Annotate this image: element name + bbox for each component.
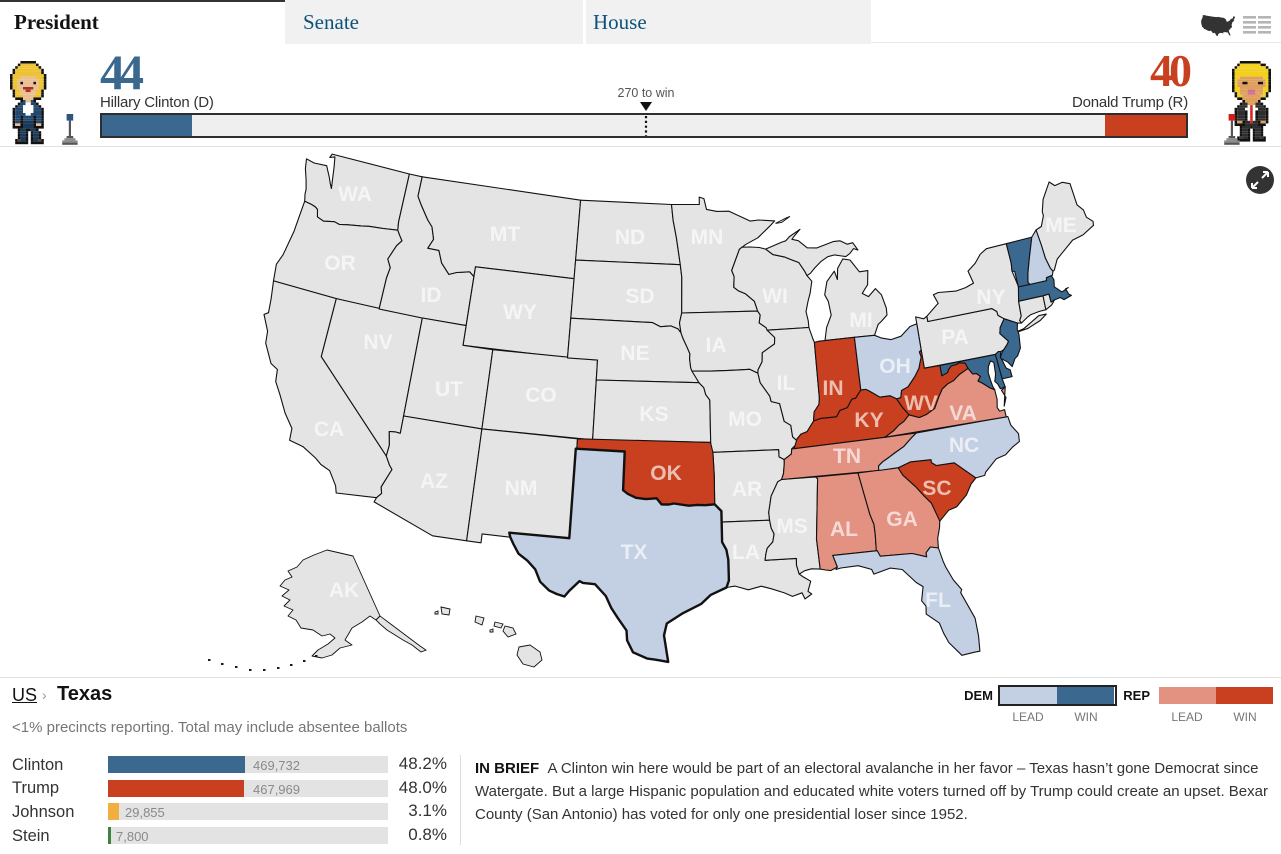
- svg-text:NM: NM: [505, 477, 538, 500]
- svg-text:SD: SD: [625, 285, 654, 308]
- svg-text:OR: OR: [324, 252, 356, 275]
- svg-text:KS: KS: [639, 403, 668, 426]
- svg-text:IN: IN: [823, 377, 844, 400]
- svg-text:NV: NV: [363, 331, 392, 354]
- svg-text:VA: VA: [949, 402, 977, 425]
- svg-text:HI: HI: [466, 636, 487, 659]
- svg-text:NY: NY: [976, 286, 1005, 309]
- svg-text:GA: GA: [886, 508, 918, 531]
- svg-text:ID: ID: [421, 284, 442, 307]
- svg-text:WI: WI: [762, 285, 788, 308]
- svg-text:ND: ND: [615, 226, 645, 249]
- svg-text:CA: CA: [314, 418, 344, 441]
- svg-text:MO: MO: [728, 408, 762, 431]
- svg-text:KY: KY: [854, 409, 883, 432]
- svg-text:NE: NE: [620, 342, 649, 365]
- svg-text:IA: IA: [706, 334, 727, 357]
- svg-text:MN: MN: [691, 226, 724, 249]
- svg-text:AK: AK: [329, 579, 359, 602]
- svg-text:OK: OK: [650, 462, 682, 485]
- svg-text:MT: MT: [490, 223, 520, 246]
- svg-text:WA: WA: [338, 183, 372, 206]
- svg-text:PA: PA: [941, 326, 969, 349]
- svg-text:TX: TX: [621, 541, 648, 564]
- svg-text:MS: MS: [776, 515, 808, 538]
- svg-text:UT: UT: [435, 378, 463, 401]
- svg-text:AL: AL: [830, 518, 858, 541]
- svg-text:ME: ME: [1045, 214, 1077, 237]
- svg-text:AR: AR: [732, 478, 762, 501]
- svg-text:CO: CO: [525, 384, 557, 407]
- svg-text:FL: FL: [925, 589, 951, 612]
- svg-text:LA: LA: [732, 541, 760, 564]
- svg-text:SC: SC: [922, 477, 951, 500]
- svg-text:IL: IL: [777, 372, 796, 395]
- svg-text:MI: MI: [849, 309, 872, 332]
- svg-text:WV: WV: [904, 392, 938, 415]
- svg-text:AZ: AZ: [420, 470, 448, 493]
- svg-text:NC: NC: [949, 434, 979, 457]
- svg-text:TN: TN: [833, 445, 861, 468]
- svg-text:WY: WY: [503, 301, 537, 324]
- svg-text:OH: OH: [879, 355, 911, 378]
